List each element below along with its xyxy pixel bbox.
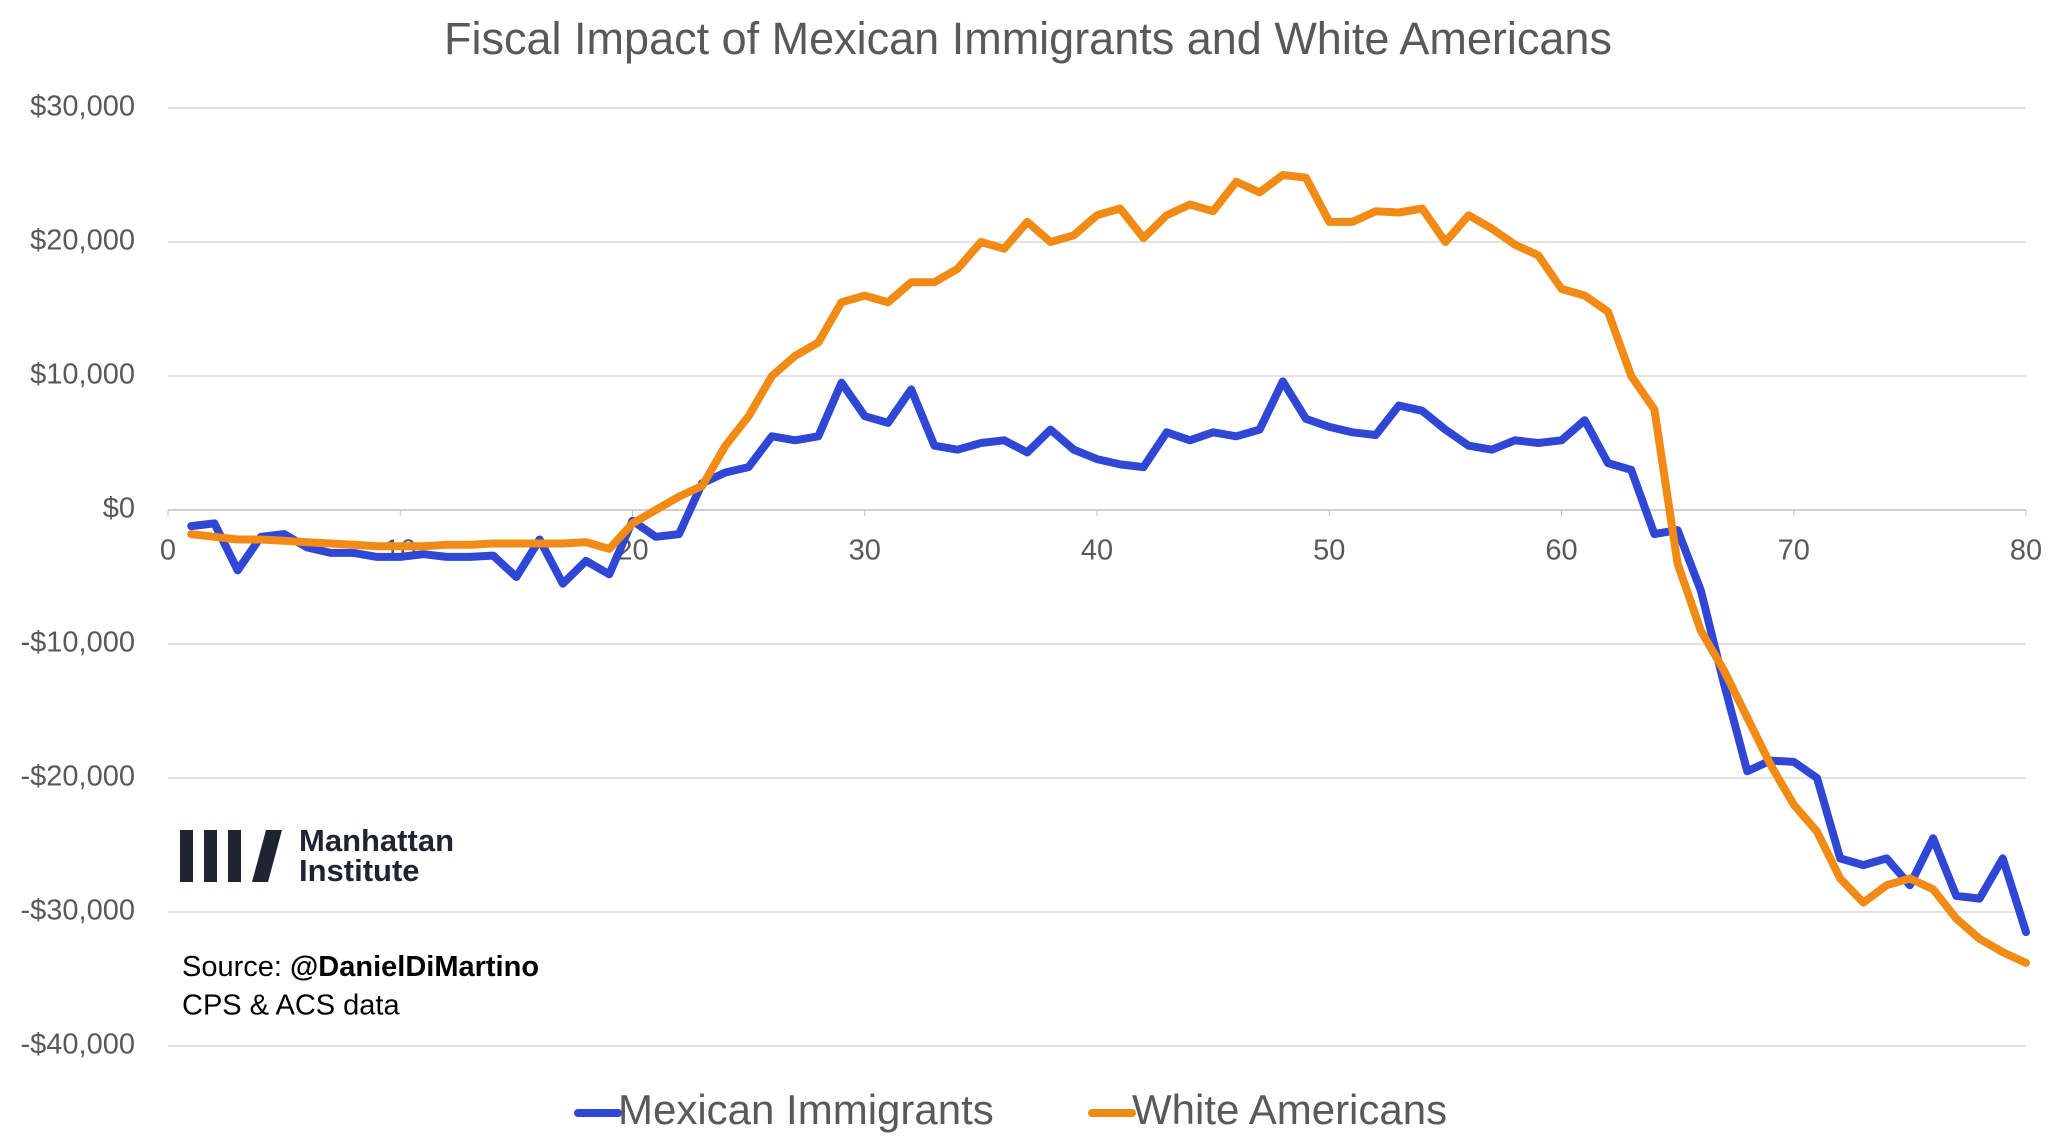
legend-label: Mexican Immigrants bbox=[618, 1086, 994, 1133]
x-tick-label: 70 bbox=[1778, 535, 1810, 567]
x-tick-label: 60 bbox=[1545, 535, 1577, 567]
y-tick-label: $0 bbox=[103, 493, 135, 525]
y-tick-label: $10,000 bbox=[30, 359, 135, 391]
y-tick-label: -$20,000 bbox=[21, 761, 136, 793]
x-tick-label: 0 bbox=[160, 535, 176, 567]
series-line bbox=[187, 171, 2030, 967]
x-tick-label: 10 bbox=[384, 535, 416, 567]
x-tick-label: 30 bbox=[849, 535, 881, 567]
legend-label: White Americans bbox=[1132, 1086, 1447, 1133]
logo-bar bbox=[228, 830, 241, 882]
x-tick-label: 50 bbox=[1313, 535, 1345, 567]
source: Source: @DanielDiMartino bbox=[182, 951, 539, 983]
logo-bar bbox=[180, 830, 193, 882]
x-tick-label: 80 bbox=[2010, 535, 2042, 567]
chart-title: Fiscal Impact of Mexican Immigrants and … bbox=[444, 13, 1612, 64]
y-tick-label: $20,000 bbox=[30, 225, 135, 257]
logo-text: Institute bbox=[299, 853, 420, 888]
logo-slash bbox=[252, 830, 282, 882]
logo-text: Manhattan bbox=[299, 823, 454, 858]
plot: -$40,000 -$30,000 -$20,000 -$10,000 $0 $10,00… bbox=[21, 91, 2043, 1133]
source-handle: @DanielDiMartino bbox=[290, 951, 539, 983]
logo: Manhattan Institute bbox=[180, 823, 454, 888]
y-tick-label: -$10,000 bbox=[21, 627, 136, 659]
logo-bar bbox=[204, 830, 217, 882]
series-line bbox=[187, 377, 2030, 937]
x-tick-label: 40 bbox=[1081, 535, 1113, 567]
source-note: CPS & ACS data bbox=[182, 990, 400, 1022]
y-tick-label: -$40,000 bbox=[21, 1029, 136, 1061]
y-tick-label: $30,000 bbox=[30, 91, 135, 123]
source-prefix: Source: bbox=[182, 951, 282, 983]
y-tick-label: -$30,000 bbox=[21, 895, 136, 927]
